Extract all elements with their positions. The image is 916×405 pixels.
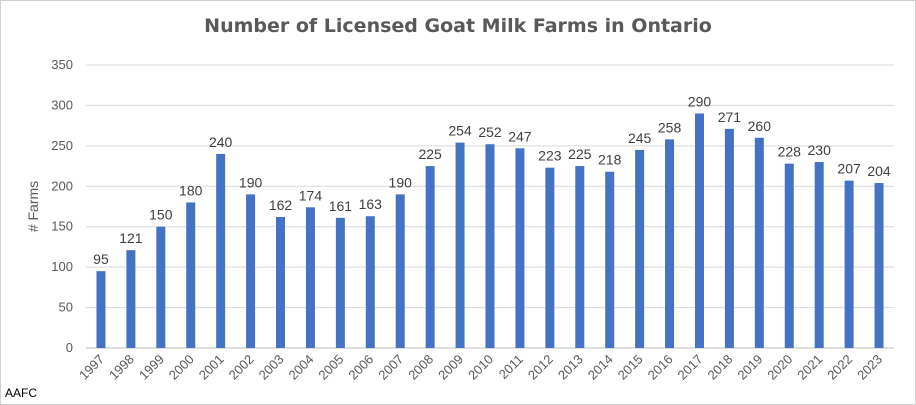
bar <box>605 171 615 348</box>
y-tick-label: 0 <box>66 340 73 355</box>
bar <box>694 113 704 348</box>
x-tick-label: 2010 <box>465 352 496 383</box>
bar <box>96 271 106 348</box>
data-label: 230 <box>808 142 832 158</box>
data-label: 252 <box>478 124 502 140</box>
x-tick-label: 2011 <box>496 352 526 382</box>
x-tick-label: 2018 <box>704 352 735 383</box>
x-tick-label: 2002 <box>226 352 257 383</box>
bar <box>575 166 585 348</box>
bar <box>665 139 675 348</box>
data-label: 180 <box>179 182 203 198</box>
data-label: 225 <box>418 146 442 162</box>
bar <box>455 142 465 348</box>
x-tick-label: 2015 <box>615 352 646 383</box>
bar <box>814 162 824 348</box>
data-label: 174 <box>299 187 323 203</box>
data-label: 163 <box>359 196 383 212</box>
bar <box>365 216 375 348</box>
x-tick-label: 2013 <box>555 352 586 383</box>
y-axis-label: # Farms <box>25 181 41 232</box>
x-tick-label: 1998 <box>106 352 137 383</box>
data-label: 260 <box>748 118 772 134</box>
y-tick-label: 100 <box>51 259 73 274</box>
x-tick-label: 2005 <box>315 352 346 383</box>
x-tick-label: 2008 <box>405 352 436 383</box>
bar <box>126 250 136 348</box>
data-label: 247 <box>508 128 532 144</box>
data-label: 204 <box>867 163 891 179</box>
x-tick-label: 2016 <box>645 352 676 383</box>
x-tick-label: 2003 <box>256 352 287 383</box>
x-tick-label: 2012 <box>525 352 556 383</box>
data-label: 95 <box>93 251 109 267</box>
data-label: 240 <box>209 134 233 150</box>
y-tick-label: 200 <box>51 178 73 193</box>
source-label: AAFC <box>5 386 38 400</box>
x-tick-label: 2017 <box>675 352 706 383</box>
bar <box>844 180 854 348</box>
data-label: 225 <box>568 146 592 162</box>
bar <box>216 153 226 348</box>
x-tick-label: 2020 <box>764 352 795 383</box>
x-tick-label: 2014 <box>585 352 616 383</box>
x-tick-label: 2006 <box>345 352 376 383</box>
data-label: 190 <box>389 174 413 190</box>
bar <box>485 144 495 348</box>
bar <box>335 217 345 348</box>
y-tick-label: 50 <box>59 300 73 315</box>
data-label: 150 <box>149 207 173 223</box>
x-tick-label: 2019 <box>734 352 765 383</box>
bar <box>156 226 166 348</box>
x-tick-label: 1999 <box>136 352 167 383</box>
bar <box>874 183 884 348</box>
y-tick-label: 350 <box>51 57 73 72</box>
bar <box>635 149 645 348</box>
data-label: 207 <box>837 161 861 177</box>
data-label: 223 <box>538 148 562 164</box>
bar <box>246 194 256 348</box>
x-tick-label: 2007 <box>375 352 406 383</box>
bar <box>515 148 525 348</box>
x-tick-label: 2001 <box>196 352 227 383</box>
x-tick-label: 2004 <box>286 352 317 383</box>
data-label: 190 <box>239 174 263 190</box>
x-tick-label: 1997 <box>76 352 107 383</box>
data-label: 290 <box>688 94 712 110</box>
data-label: 245 <box>628 130 652 146</box>
data-label: 271 <box>718 109 742 125</box>
bar <box>276 217 286 348</box>
bar <box>186 202 196 348</box>
x-tick-label: 2009 <box>435 352 466 383</box>
bar <box>395 194 405 348</box>
bar <box>754 137 764 348</box>
bar <box>724 128 734 348</box>
data-label: 162 <box>269 197 293 213</box>
bar <box>545 167 555 348</box>
x-tick-label: 2021 <box>794 352 825 383</box>
data-label: 218 <box>598 152 622 168</box>
x-tick-label: 2000 <box>166 352 197 383</box>
y-tick-label: 250 <box>51 138 73 153</box>
y-tick-label: 150 <box>51 219 73 234</box>
x-tick-label: 2022 <box>824 352 855 383</box>
x-tick-label: 2023 <box>854 352 885 383</box>
bar <box>305 207 315 348</box>
data-label: 228 <box>778 144 802 160</box>
data-label: 161 <box>329 198 353 214</box>
data-label: 258 <box>658 119 682 135</box>
data-label: 254 <box>448 123 472 139</box>
bar <box>784 163 794 348</box>
y-tick-label: 300 <box>51 97 73 112</box>
bar <box>425 166 435 348</box>
chart-title: Number of Licensed Goat Milk Farms in On… <box>204 15 712 37</box>
data-label: 121 <box>119 230 143 246</box>
